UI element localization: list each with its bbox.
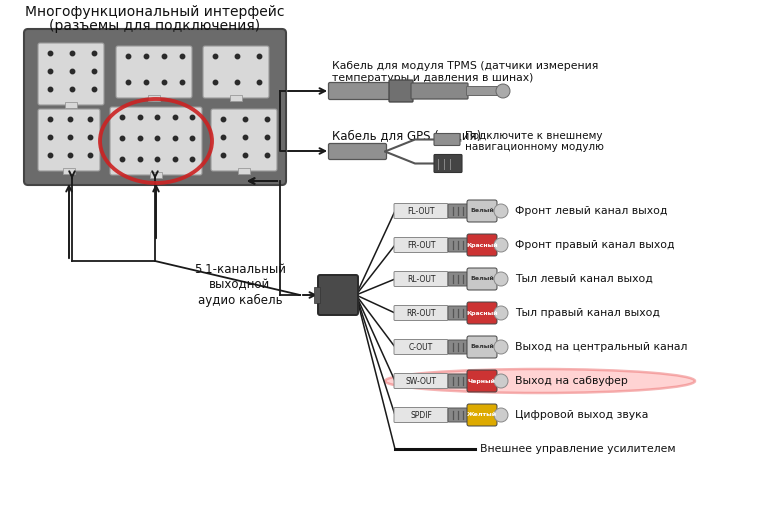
FancyBboxPatch shape	[448, 306, 470, 320]
FancyBboxPatch shape	[448, 408, 470, 422]
Text: Тыл левый канал выход: Тыл левый канал выход	[515, 274, 653, 284]
Circle shape	[494, 238, 508, 252]
Text: Красный: Красный	[466, 311, 497, 316]
FancyBboxPatch shape	[434, 155, 462, 172]
Ellipse shape	[385, 369, 695, 393]
Text: Красный: Красный	[466, 242, 497, 247]
FancyBboxPatch shape	[467, 268, 497, 290]
Text: FR-OUT: FR-OUT	[407, 241, 435, 250]
FancyBboxPatch shape	[394, 305, 448, 320]
Bar	[63, 168, 75, 174]
Bar	[65, 102, 77, 108]
Circle shape	[494, 408, 508, 422]
FancyBboxPatch shape	[466, 86, 497, 95]
FancyBboxPatch shape	[434, 133, 460, 145]
FancyBboxPatch shape	[318, 275, 358, 315]
Text: SPDIF: SPDIF	[410, 411, 432, 419]
Circle shape	[496, 84, 510, 98]
FancyBboxPatch shape	[467, 370, 497, 392]
Text: Многофункциональный интерфейс: Многофункциональный интерфейс	[25, 5, 285, 19]
Text: Тыл правый канал выход: Тыл правый канал выход	[515, 308, 660, 318]
FancyBboxPatch shape	[467, 200, 497, 222]
Text: C-OUT: C-OUT	[409, 342, 433, 352]
Text: RL-OUT: RL-OUT	[407, 275, 435, 283]
FancyBboxPatch shape	[467, 302, 497, 324]
Text: Внешнее управление усилителем: Внешнее управление усилителем	[480, 444, 676, 454]
FancyBboxPatch shape	[394, 340, 448, 354]
FancyBboxPatch shape	[110, 107, 202, 175]
FancyBboxPatch shape	[38, 109, 100, 171]
FancyBboxPatch shape	[329, 143, 387, 159]
Text: Черный: Черный	[468, 378, 496, 383]
Text: Белый: Белый	[470, 208, 494, 214]
Text: Выход на сабвуфер: Выход на сабвуфер	[515, 376, 628, 386]
Text: FL-OUT: FL-OUT	[407, 206, 435, 216]
Circle shape	[494, 306, 508, 320]
Text: 5.1-канальный
выходной
аудио кабель: 5.1-канальный выходной аудио кабель	[194, 264, 286, 306]
Text: (разъемы для подключения): (разъемы для подключения)	[49, 19, 261, 33]
FancyBboxPatch shape	[394, 374, 448, 389]
FancyBboxPatch shape	[394, 407, 448, 423]
FancyBboxPatch shape	[467, 234, 497, 256]
FancyBboxPatch shape	[394, 271, 448, 287]
FancyBboxPatch shape	[411, 83, 468, 99]
Bar	[150, 172, 162, 178]
Bar	[230, 95, 242, 101]
Text: Подключите к внешнему
навигационному модулю: Подключите к внешнему навигационному мод…	[465, 131, 604, 152]
FancyBboxPatch shape	[467, 336, 497, 358]
FancyBboxPatch shape	[211, 109, 277, 171]
FancyBboxPatch shape	[448, 238, 470, 252]
FancyBboxPatch shape	[467, 404, 497, 426]
FancyBboxPatch shape	[394, 238, 448, 253]
Text: Фронт правый канал выход: Фронт правый канал выход	[515, 240, 675, 250]
Text: SW-OUT: SW-OUT	[405, 377, 437, 386]
Circle shape	[494, 340, 508, 354]
Bar	[148, 95, 160, 101]
FancyBboxPatch shape	[448, 374, 470, 388]
FancyBboxPatch shape	[448, 204, 470, 218]
FancyBboxPatch shape	[394, 204, 448, 218]
Bar	[238, 168, 250, 174]
Text: Белый: Белый	[470, 277, 494, 281]
Circle shape	[494, 374, 508, 388]
Text: Выход на центральный канал: Выход на центральный канал	[515, 342, 687, 352]
FancyBboxPatch shape	[24, 29, 286, 185]
Bar	[314, 287, 320, 303]
FancyBboxPatch shape	[116, 46, 192, 98]
FancyBboxPatch shape	[203, 46, 269, 98]
FancyBboxPatch shape	[329, 82, 391, 100]
Circle shape	[494, 204, 508, 218]
Text: Желтый: Желтый	[467, 413, 497, 417]
FancyBboxPatch shape	[389, 80, 413, 102]
Text: Кабель для GPS (опция): Кабель для GPS (опция)	[332, 129, 481, 142]
Text: Кабель для модуля TPMS (датчики измерения
температуры и давления в шинах): Кабель для модуля TPMS (датчики измерени…	[332, 61, 598, 83]
Text: Белый: Белый	[470, 344, 494, 350]
Circle shape	[494, 272, 508, 286]
Text: Цифровой выход звука: Цифровой выход звука	[515, 410, 648, 420]
FancyBboxPatch shape	[38, 43, 104, 105]
FancyBboxPatch shape	[448, 340, 470, 354]
Text: Фронт левый канал выход: Фронт левый канал выход	[515, 206, 668, 216]
FancyBboxPatch shape	[448, 272, 470, 286]
Text: RR-OUT: RR-OUT	[406, 308, 436, 317]
